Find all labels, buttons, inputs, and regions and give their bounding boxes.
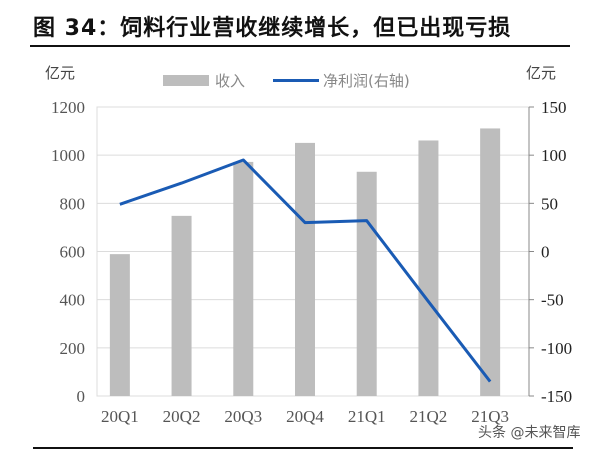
right-axis-tick-label: -150 xyxy=(541,387,572,406)
legend-line-label: 净利润(右轴) xyxy=(323,72,410,90)
right-axis-tick-label: -100 xyxy=(541,339,572,358)
bar-20q3 xyxy=(233,161,254,396)
x-axis-tick-label: 20Q3 xyxy=(224,407,262,426)
bar-21q1 xyxy=(356,171,377,396)
right-axis-tick-label: 50 xyxy=(541,194,558,213)
x-axis-tick-label: 21Q2 xyxy=(410,407,448,426)
x-axis-tick-label: 20Q1 xyxy=(101,407,139,426)
x-axis-tick-label: 20Q2 xyxy=(163,407,201,426)
left-axis-tick-label: 600 xyxy=(60,243,86,262)
x-axis-tick-label: 20Q4 xyxy=(286,407,324,426)
x-axis-tick-label: 21Q1 xyxy=(348,407,386,426)
watermark: 头条 @未来智库 xyxy=(478,425,581,441)
right-axis-tick-label: 0 xyxy=(541,243,550,262)
left-axis-tick-label: 0 xyxy=(77,387,86,406)
bar-20q1 xyxy=(109,254,130,396)
legend-line-swatch xyxy=(273,79,320,82)
net-profit-line xyxy=(119,158,492,383)
title-divider xyxy=(30,45,570,47)
bottom-divider xyxy=(33,447,573,449)
x-axis-tick-label: 21Q3 xyxy=(471,407,509,426)
right-axis-unit: 亿元 xyxy=(526,64,557,82)
left-axis-tick-label: 1000 xyxy=(51,146,85,165)
right-axis-tick-label: 150 xyxy=(541,98,567,117)
right-axis-tick-label: -50 xyxy=(541,291,564,310)
right-axis-tick-label: 100 xyxy=(541,146,567,165)
left-axis-tick-label: 400 xyxy=(60,291,86,310)
left-axis-tick-label: 1200 xyxy=(51,98,85,117)
bar-21q2 xyxy=(418,140,439,396)
bar-20q2 xyxy=(171,215,192,396)
legend-bar-swatch xyxy=(163,75,209,86)
left-axis-tick-label: 200 xyxy=(60,339,86,358)
left-axis-unit: 亿元 xyxy=(45,64,76,82)
left-axis-tick-label: 800 xyxy=(60,194,86,213)
bar-21q3 xyxy=(480,128,501,396)
chart-legend: 收入 净利润(右轴) xyxy=(163,70,410,91)
legend-bar-label: 收入 xyxy=(215,72,246,90)
bar-20q4 xyxy=(295,142,315,396)
figure-title: 图 34：饲料行业营收继续增长，但已出现亏损 xyxy=(33,16,512,41)
